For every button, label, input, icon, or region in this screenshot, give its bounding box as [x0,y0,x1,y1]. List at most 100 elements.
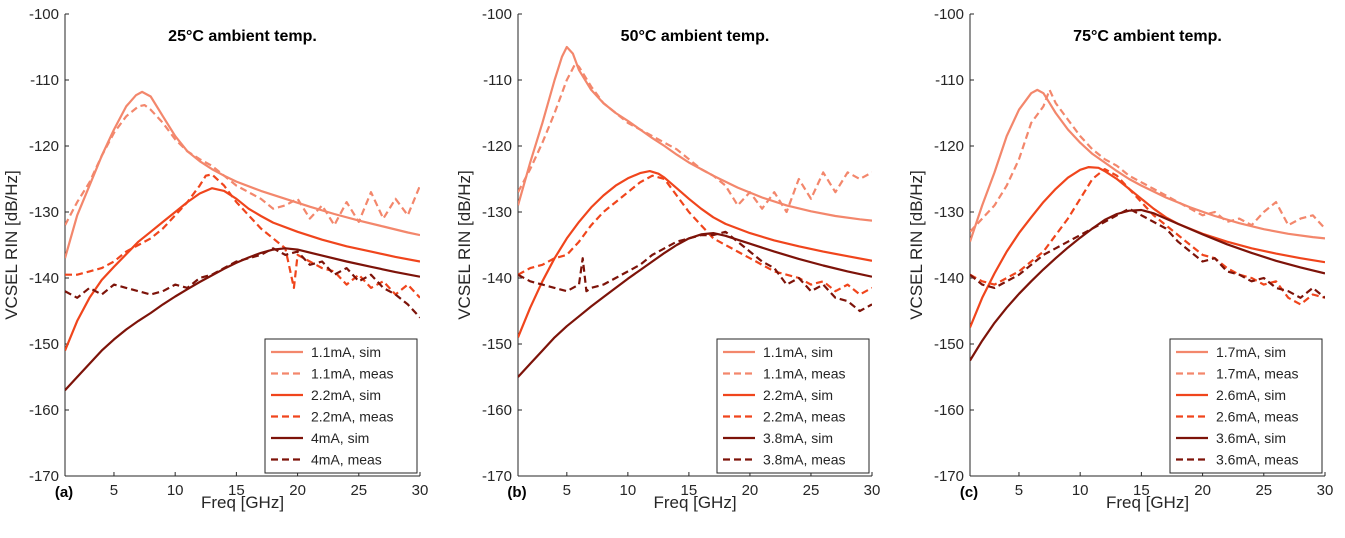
series-line-3 [518,170,872,338]
y-tick-label: -150 [482,336,512,353]
x-tick-label: 15 [1133,482,1150,499]
x-tick-label: 25 [803,482,820,499]
legend-box [716,338,870,474]
y-tick-label: -160 [934,402,964,419]
legend-entry-label: 3.8mA, sim [763,430,833,446]
series-line-1 [65,90,420,259]
series-group [65,90,420,391]
y-tick-label: -140 [482,270,512,287]
legend-entry-label: 4mA, meas [311,452,382,468]
legend-entry-label: 2.2mA, meas [311,409,393,425]
legend-entry-label: 3.6mA, meas [1216,452,1298,468]
legend-entry-label: 2.6mA, sim [1216,387,1286,403]
series-line-2 [518,62,872,214]
legend: 1.1mA, sim 1.1mA, meas 2.2mA, sim 2.2mA, me… [264,338,418,474]
legend-entry-label: 3.8mA, meas [763,452,845,468]
chart-panel-1: -170 -160 -150 -140 -130 -120 -110 -100 5 10 15 20 2… [2,6,428,512]
y-tick-label: -130 [29,204,59,221]
legend-entry-label: 1.1mA, meas [763,366,845,382]
series-line-4 [65,173,420,299]
legend: 1.1mA, sim 1.1mA, meas 2.2mA, sim 2.2mA, me… [716,338,870,474]
x-tick-label: 5 [563,482,571,499]
y-tick-label: -110 [30,72,59,89]
series-line-5 [970,208,1325,362]
x-axis-label: Freq [GHz] [201,493,284,512]
y-tick-label: -140 [29,270,59,287]
y-tick-label: -170 [934,468,964,485]
series-line-4 [518,174,872,296]
x-axis-label: Freq [GHz] [653,493,736,512]
legend-entry-label: 1.1mA, sim [763,344,833,360]
panel-label: (a) [55,484,73,501]
legend-entry-label: 2.2mA, sim [311,387,381,403]
legend-entry-label: 2.2mA, sim [763,387,833,403]
x-tick-label: 30 [864,482,881,499]
y-tick-label: -110 [935,72,964,89]
series-line-3 [970,166,1325,328]
y-tick-label: -120 [29,138,59,155]
y-tick-label: -130 [934,204,964,221]
y-tick-label: -140 [934,270,964,287]
series-line-5 [65,247,420,391]
series-line-5 [518,232,872,378]
y-tick-label: -160 [482,402,512,419]
legend-entry-label: 1.1mA, sim [311,344,381,360]
series-line-1 [518,45,872,222]
legend: 1.7mA, sim 1.7mA, meas 2.6mA, sim 2.6mA, me… [1169,338,1323,474]
x-tick-label: 5 [110,482,118,499]
y-axis-label: VCSEL RIN [dB/Hz] [2,170,21,320]
chart-title: 50°C ambient temp. [621,28,770,45]
series-group [518,45,872,378]
legend-box [1169,338,1323,474]
legend-entry-label: 2.2mA, meas [763,409,845,425]
series-line-6 [518,230,872,313]
legend-entry-label: 1.7mA, meas [1216,366,1298,382]
x-tick-label: 20 [289,482,306,499]
x-tick-label: 10 [167,482,184,499]
x-tick-label: 30 [1317,482,1334,499]
y-tick-label: -150 [934,336,964,353]
y-tick-label: -170 [29,468,59,485]
chart-title: 75°C ambient temp. [1073,28,1222,45]
y-tick-label: -100 [29,6,59,23]
x-tick-label: 5 [1015,482,1023,499]
legend-box [264,338,418,474]
series-line-6 [65,247,420,319]
x-tick-label: 20 [1194,482,1211,499]
y-axis-label: VCSEL RIN [dB/Hz] [907,170,926,320]
y-tick-label: -170 [482,468,512,485]
x-tick-label: 10 [620,482,637,499]
x-tick-label: 15 [228,482,245,499]
x-tick-label: 25 [1255,482,1272,499]
chart-panel-2: -170 -160 -150 -140 -130 -120 -110 -100 5 10 15 20 2… [455,6,880,512]
legend-entry-label: 1.1mA, meas [311,366,393,382]
y-tick-label: -120 [482,138,512,155]
y-tick-label: -100 [482,6,512,23]
x-tick-label: 10 [1072,482,1089,499]
x-tick-label: 25 [350,482,367,499]
series-group [970,88,1325,362]
y-axis-label: VCSEL RIN [dB/Hz] [455,170,474,320]
panel-label: (c) [960,484,978,501]
y-tick-label: -150 [29,336,59,353]
legend-entry-label: 3.6mA, sim [1216,430,1286,446]
series-line-6 [970,207,1325,299]
chart-panel-3: -170 -160 -150 -140 -130 -120 -110 -100 5 10 15 20 2… [907,6,1333,512]
series-line-1 [970,88,1325,243]
y-tick-label: -160 [29,402,59,419]
y-tick-label: -100 [934,6,964,23]
chart-title: 25°C ambient temp. [168,28,317,45]
x-tick-label: 30 [412,482,429,499]
legend-entry-label: 2.6mA, meas [1216,409,1298,425]
y-tick-label: -130 [482,204,512,221]
x-tick-label: 20 [742,482,759,499]
legend-entry-label: 1.7mA, sim [1216,344,1286,360]
y-tick-label: -110 [483,72,512,89]
panel-label: (b) [507,484,526,501]
series-line-2 [970,88,1325,233]
x-axis-label: Freq [GHz] [1106,493,1189,512]
series-line-2 [65,103,420,227]
y-tick-label: -120 [934,138,964,155]
